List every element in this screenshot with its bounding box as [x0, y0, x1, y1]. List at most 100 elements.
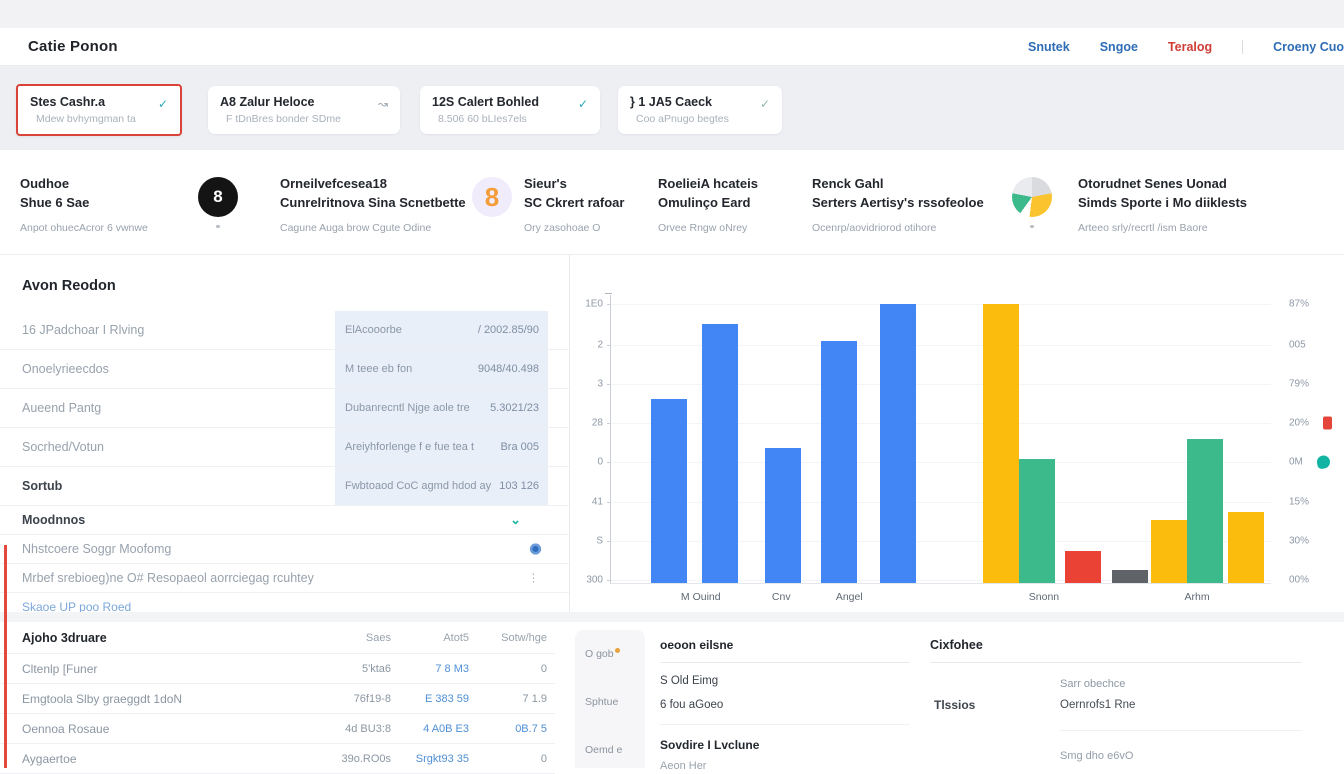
table-row[interactable]: Oennoa Rosaue 4d BU3:8 4 A0B E3 0B.7 5 [0, 714, 555, 744]
row-label: Onoelyrieecdos [22, 362, 109, 376]
value-link[interactable]: Srgkt93 35 [391, 753, 469, 765]
toggle-row[interactable]: Nhstcoere Soggr Moofomg [0, 535, 569, 564]
row-label: Nhstcoere Soggr Moofomg [22, 542, 171, 556]
table-row[interactable]: Sortub Fwbtoaod CoC agmd hdod ay 103 126 [0, 467, 569, 506]
x-axis-label: Snonn [1029, 591, 1059, 603]
row-value: 103 126 [499, 480, 539, 492]
summary-card-3[interactable]: 12S Calert Bohled 8.506 60 bLIes7els ✓ [420, 86, 600, 134]
arrow-icon: ↝ [378, 97, 388, 111]
annotation-line [4, 545, 7, 768]
axis-tick-icon [607, 384, 611, 385]
feature-item-2: Orneilvefcesea18Cunrelritnova Sina Scnet… [280, 175, 466, 234]
table-row[interactable]: Aueend Pantg Dubanrecntl Njge aole tre 5… [0, 389, 569, 428]
details-line: S Old Eimg [660, 675, 910, 687]
panel-title: Avon Reodon [0, 255, 569, 311]
feature-subtitle: Cagune Auga brow Cgute Odine [280, 222, 466, 234]
y-axis-label-right: 30% [1289, 536, 1309, 547]
row-label: Aueend Pantg [22, 401, 101, 415]
summary-card-1[interactable]: Stes Cashr.a Mdew bvhymgman ta ✓ [16, 84, 182, 136]
feature-item-4: RoelieiA hcateisOmulinço Eard Orvee Rngw… [658, 175, 758, 234]
more-icon[interactable]: ⋮ [528, 572, 539, 585]
gridline [611, 304, 1271, 305]
pie-chart-icon [1012, 177, 1052, 217]
y-axis-label-right: 005 [1289, 340, 1306, 351]
table-row[interactable]: Aygaertoe 39o.RO0s Srgkt93 35 0 [0, 744, 555, 774]
section-divider [0, 612, 1344, 622]
summary-card-4[interactable]: } 1 JA5 Caeck Coo aPnugo begtes ✓ [618, 86, 782, 134]
y-axis-label-right: 00% [1289, 575, 1309, 586]
x-axis-label: Arhm [1185, 591, 1210, 603]
chevron-down-icon[interactable]: ⌄ [510, 512, 521, 528]
axis-tick-icon [607, 541, 611, 542]
check-icon: ✓ [158, 97, 168, 111]
card-subtitle: 8.506 60 bLIes7els [438, 113, 588, 125]
row-mid: M teee eb fon [345, 363, 412, 375]
axis-tick-icon [607, 462, 611, 463]
y-axis-label-right: 15% [1289, 497, 1309, 508]
axis-tick-icon [607, 423, 611, 424]
y-axis-label-right: 20% [1289, 417, 1332, 430]
summary-header: Cixfohee [930, 630, 1302, 663]
nav-link-4[interactable]: Croeny Cuo [1273, 40, 1344, 54]
summary-line: Sarr obechce [1060, 678, 1125, 690]
table-row[interactable]: Onoelyrieecdos M teee eb fon 9048/40.498 [0, 350, 569, 389]
page-title: Catie Ponon [28, 38, 118, 55]
feature-subtitle: Orvee Rngw oNrey [658, 222, 758, 234]
card-subtitle: F tDnBres bonder SDme [226, 113, 388, 125]
value-link[interactable]: 0B.7 5 [469, 723, 547, 735]
nav-link-2[interactable]: Sngoe [1100, 40, 1138, 54]
row-mid: Areiyhforlenge f e fue tea t [345, 441, 474, 453]
x-axis-label: M Ouind [681, 591, 721, 603]
table-row[interactable]: Socrhed/Votun Areiyhforlenge f e fue tea… [0, 428, 569, 467]
nav-link-3[interactable]: Teralog [1168, 40, 1212, 54]
row-label: Sortub [22, 479, 62, 493]
app-header: Catie Ponon Snutek Sngoe Teralog Croeny … [0, 28, 1344, 66]
row-value: 9048/40.498 [478, 363, 539, 375]
status-dot-icon[interactable] [530, 544, 541, 555]
tab-ogob[interactable]: O gob [585, 648, 620, 660]
axis-tick-icon [607, 580, 611, 581]
summary-card-2[interactable]: A8 Zalur Heloce F tDnBres bonder SDme ↝ [208, 86, 400, 134]
nav-separator [1242, 40, 1243, 54]
axis-tick-icon [607, 345, 611, 346]
x-axis-label: Cnv [772, 591, 791, 603]
feature-title: Otorudnet Senes UonadSimds Sporte i Mo d… [1078, 175, 1247, 213]
y-axis-label-left: S [596, 536, 603, 547]
feature-subtitle: Ory zasohoae O [524, 222, 624, 234]
y-axis-label-left: 3 [597, 379, 603, 390]
expandable-row[interactable]: Moodnnos ⌄ [0, 506, 569, 535]
y-axis-label-left: 300 [586, 575, 603, 586]
nav-link-1[interactable]: Snutek [1028, 40, 1070, 54]
chart-bar [1187, 439, 1223, 583]
value-link[interactable]: 4 A0B E3 [391, 723, 469, 735]
y-axis-label-left: 41 [592, 497, 603, 508]
details-line: 6 fou aGoeo [660, 699, 910, 711]
tab-sphtue[interactable]: Sphtue [585, 696, 618, 708]
legend-red-icon [1323, 417, 1332, 430]
value-link[interactable]: E 383 59 [391, 693, 469, 705]
table-row[interactable]: Cltenlp [Funer 5'kta6 7 8 M3 0 [0, 654, 555, 684]
y-axis-label-left: 1E0 [585, 298, 603, 309]
feature-item-3: Sieur'sSC Ckrert rafoar Ory zasohoae O [524, 175, 624, 234]
feature-subtitle: Ocenrp/aovidriorod otihore [812, 222, 984, 234]
row-value: / 2002.85/90 [478, 324, 539, 336]
row-label: Moodnnos [22, 513, 85, 527]
card-subtitle: Mdew bvhymgman ta [36, 113, 168, 125]
table-row[interactable]: Emgtoola Slby graeggdt 1doN 76f19-8 E 38… [0, 684, 555, 714]
tab-oemde[interactable]: Oemd e [585, 744, 622, 756]
y-axis-label-left: 28 [592, 418, 603, 429]
chart-bar [1151, 520, 1187, 583]
column-header: Sotw/hge [469, 632, 547, 644]
details-content: oeoon eilsne S Old Eimg 6 fou aGoeo Sovd… [660, 630, 910, 772]
chart-bar [880, 304, 916, 583]
card-title: } 1 JA5 Caeck [630, 95, 770, 109]
table-row[interactable]: 16 JPadchoar I Rlving ElAcooorbe / 2002.… [0, 311, 569, 350]
detail-row[interactable]: Mrbef srebioeg)ne O# Resopaeol aorrciega… [0, 564, 569, 593]
check-icon: ✓ [578, 97, 588, 111]
feature-title: Orneilvefcesea18Cunrelritnova Sina Scnet… [280, 175, 466, 213]
value-link[interactable]: 7 8 M3 [391, 663, 469, 675]
axis-tick-icon [607, 304, 611, 305]
feature-subtitle: Arteeo srly/recrtl /ism Baore [1078, 222, 1247, 234]
feature-title: OudhoeShue 6 Sae [20, 175, 148, 213]
summary-panel: Cixfohee Tlssios Sarr obechce Oernrofs1 … [930, 630, 1330, 768]
